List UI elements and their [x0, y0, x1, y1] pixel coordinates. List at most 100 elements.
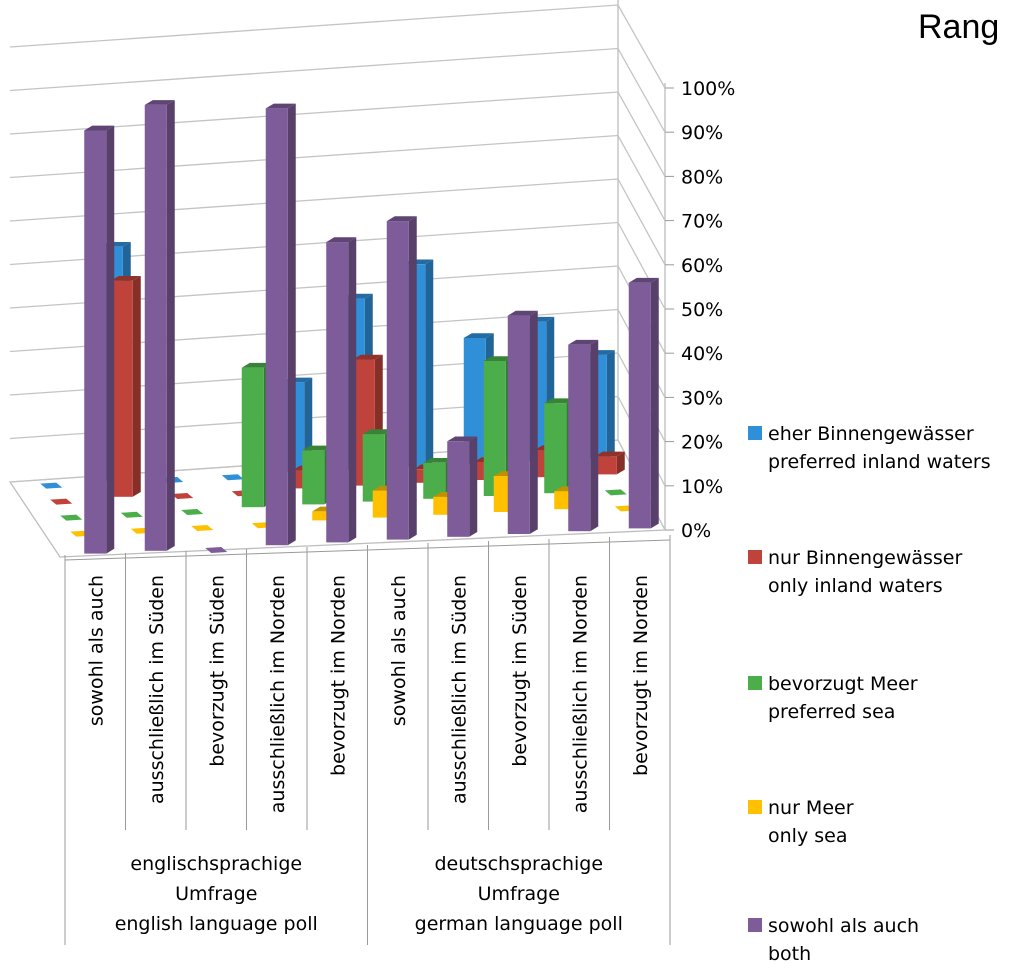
bar-top — [84, 125, 115, 131]
bar-zero-marker — [50, 498, 73, 505]
bar — [362, 434, 385, 502]
legend-label: bevorzugt Meer preferred sea — [768, 673, 918, 723]
legend-item: bevorzugt Meer preferred sea — [748, 670, 918, 726]
bar-top — [568, 339, 599, 345]
x-tick-label: bevorzugt im Norden — [327, 575, 349, 776]
legend-label: sowohl als auch both — [768, 915, 920, 965]
group-label-line: Umfrage — [478, 883, 560, 905]
legend-label: nur Binnengewässer only inland waters — [768, 547, 963, 597]
group-label-line: english language poll — [115, 913, 318, 935]
gridline — [9, 47, 666, 133]
gridline — [9, 178, 666, 266]
bar — [423, 462, 446, 499]
y-tick-label: 50% — [681, 299, 723, 321]
x-tick-label: bevorzugt im Süden — [509, 575, 531, 767]
bar-top — [326, 237, 357, 243]
legend-swatch — [748, 800, 762, 814]
group-label-line: deutschsprachige — [434, 853, 603, 875]
legend-item: nur Meer only sea — [748, 794, 854, 850]
x-tick-label: bevorzugt im Süden — [206, 575, 228, 767]
y-axis-ticks: 0% 10% 20% 30% 40% 50% 60% 70% 80% 90% 100% — [665, 78, 735, 542]
x-tick-label: sowohl als auch — [388, 575, 410, 726]
bar-zero-marker — [40, 482, 63, 489]
bar-side — [106, 125, 115, 554]
bar-zero-marker — [60, 514, 83, 521]
x-tick-label: ausschließlich im Norden — [267, 575, 289, 813]
bar — [386, 221, 409, 540]
bar-top — [302, 445, 333, 451]
bar-top — [507, 310, 538, 316]
y-tick-label: 100% — [681, 78, 735, 100]
x-tick-label: ausschließlich im Süden — [448, 575, 470, 804]
bar-side — [650, 277, 659, 529]
bar — [241, 367, 264, 508]
bar-top — [463, 333, 494, 338]
legend-label: nur Meer only sea — [768, 797, 854, 847]
bar-side — [287, 103, 296, 546]
y-tick-label: 60% — [681, 255, 723, 277]
bar-top — [110, 276, 141, 281]
bar — [84, 130, 107, 554]
bar-zero-marker — [205, 547, 228, 553]
bar-top — [628, 277, 659, 283]
bar-side — [166, 100, 175, 551]
legend-swatch — [748, 918, 762, 932]
group-label-line: englischsprachige — [130, 853, 302, 875]
bars — [40, 100, 659, 554]
bar — [483, 361, 506, 496]
bar-top — [144, 100, 175, 105]
bar-top — [594, 451, 625, 457]
y-tick-label: 40% — [681, 343, 723, 365]
bar-side — [616, 451, 625, 475]
gridlines — [9, 4, 666, 531]
legend-swatch — [748, 676, 762, 690]
bar — [544, 403, 567, 494]
bar — [507, 315, 530, 534]
bar-side — [469, 436, 478, 537]
x-tick-label: sowohl als auch — [85, 575, 107, 726]
x-tick-label: bevorzugt im Norden — [630, 575, 652, 776]
bar-side — [425, 259, 434, 467]
bar-top — [352, 354, 383, 360]
y-tick-label: 10% — [681, 476, 723, 498]
bar-zero-marker — [604, 489, 627, 496]
bar-top — [423, 458, 454, 463]
bar-top — [241, 362, 272, 368]
bar-top — [362, 429, 393, 435]
y-tick-label: 30% — [681, 387, 723, 409]
bar-zero-marker — [181, 509, 204, 515]
legend-label: eher Binnengewässer preferred inland wate… — [768, 423, 991, 473]
y-tick-label: 90% — [681, 122, 723, 144]
bar — [568, 344, 591, 532]
bar-side — [590, 339, 599, 532]
bar-side — [529, 310, 538, 534]
bar — [326, 242, 349, 543]
bar — [265, 108, 288, 546]
bar-zero-marker — [191, 525, 214, 531]
bar — [628, 282, 651, 529]
y-tick-label: 70% — [681, 211, 723, 233]
x-tick-label: ausschließlich im Norden — [569, 575, 591, 813]
legend-item: nur Binnengewässer only inland waters — [748, 544, 962, 600]
bar-zero-marker — [120, 511, 143, 518]
bar — [144, 104, 167, 551]
x-tick-label: ausschließlich im Süden — [146, 575, 168, 804]
bar-top — [265, 103, 296, 109]
bar-side — [132, 276, 141, 497]
bar-side — [606, 350, 615, 459]
gridline — [9, 4, 666, 89]
legend-item: sowohl als auch both — [748, 912, 919, 968]
gridline — [9, 91, 666, 177]
chart-title: Rang — [918, 8, 1000, 46]
bar — [110, 280, 133, 497]
bar-top — [544, 398, 575, 404]
legend-swatch — [748, 426, 762, 440]
group-label-line: german language poll — [415, 913, 623, 935]
bar-top — [447, 436, 478, 442]
y-tick-label: 80% — [681, 166, 723, 188]
group-label-line: Umfrage — [175, 883, 257, 905]
bar-side — [408, 216, 417, 540]
bar — [312, 511, 335, 521]
bar-top — [483, 356, 514, 361]
